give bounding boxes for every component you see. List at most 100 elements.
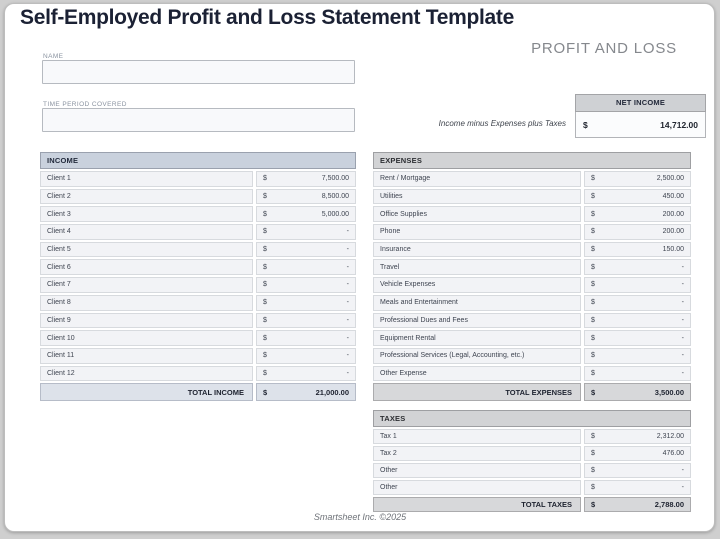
table-row: Client 6 $ - [40, 259, 356, 276]
brand-wordmark: PROFIT AND LOSS [531, 40, 677, 57]
row-label: Equipment Rental [373, 330, 581, 346]
currency-symbol: $ [591, 334, 595, 342]
currency-symbol: $ [591, 193, 595, 201]
currency-symbol: $ [263, 228, 267, 236]
footer-copyright: Smartsheet Inc. ©2025 [313, 512, 407, 522]
row-label: Meals and Entertainment [373, 294, 581, 311]
taxes-table-header: TAXES [373, 410, 691, 427]
taxes-total-label: TOTAL TAXES [373, 497, 581, 512]
table-row: Phone $ 200.00 [373, 224, 691, 240]
row-amount: - [681, 352, 684, 360]
table-row: Client 7 $ - [40, 277, 356, 293]
time-period-field-label: TIME PERIOD COVERED [43, 101, 127, 108]
row-label: Rent / Mortgage [373, 171, 581, 187]
currency-symbol: $ [591, 484, 595, 491]
row-amount-cell: $ 8,500.00 [256, 188, 356, 205]
table-row: Client 4 $ - [40, 224, 356, 240]
row-amount-cell: $ - [584, 347, 691, 364]
row-amount: 2,500.00 [656, 175, 684, 183]
row-label: Client 7 [40, 277, 253, 293]
row-label: Insurance [373, 241, 581, 258]
table-row: Client 9 $ - [40, 312, 356, 329]
currency-symbol: $ [263, 210, 267, 218]
taxes-table: TAXES Tax 1 $ 2,312.00 Tax 2 $ 476.00 Ot… [373, 410, 691, 514]
income-table-header: INCOME [40, 152, 356, 169]
currency-symbol: $ [591, 467, 595, 474]
income-total-label: TOTAL INCOME [40, 383, 253, 402]
table-row: Client 12 $ - [40, 365, 356, 382]
row-amount-cell: $ 5,000.00 [256, 206, 356, 223]
table-row: Equipment Rental $ - [373, 330, 691, 346]
table-row: Client 8 $ - [40, 294, 356, 311]
currency-symbol: $ [591, 500, 596, 509]
row-amount: 150.00 [662, 246, 684, 254]
row-label: Client 12 [40, 365, 253, 382]
row-amount: - [346, 263, 349, 271]
row-label: Other Expense [373, 365, 581, 382]
table-row: Rent / Mortgage $ 2,500.00 [373, 171, 691, 187]
net-income-box: NET INCOME $ 14,712.00 [575, 94, 706, 138]
row-amount: - [346, 228, 349, 236]
row-amount-cell: $ 150.00 [584, 241, 691, 258]
currency-symbol: $ [591, 175, 595, 183]
row-label: Professional Services (Legal, Accounting… [373, 347, 581, 364]
row-amount-cell: $ 200.00 [584, 224, 691, 240]
currency-symbol: $ [591, 387, 596, 397]
row-amount-cell: $ - [256, 277, 356, 293]
row-amount: - [346, 316, 349, 324]
row-label: Vehicle Expenses [373, 277, 581, 293]
row-amount: - [681, 263, 684, 271]
taxes-total-row: TOTAL TAXES $ 2,788.00 [373, 497, 691, 512]
currency-symbol: $ [583, 119, 588, 130]
row-amount-cell: $ 450.00 [584, 188, 691, 205]
table-row: Client 10 $ - [40, 330, 356, 346]
row-amount-cell: $ 2,500.00 [584, 171, 691, 187]
expenses-total-amount-cell: $ 3,500.00 [584, 383, 691, 402]
row-label: Client 1 [40, 171, 253, 187]
name-input[interactable] [42, 60, 355, 84]
row-amount-cell: $ - [584, 463, 691, 478]
row-label: Other [373, 463, 581, 478]
currency-symbol: $ [591, 352, 595, 360]
row-amount: - [346, 369, 349, 377]
expenses-table: EXPENSES Rent / Mortgage $ 2,500.00 Util… [373, 152, 691, 403]
row-amount: - [346, 352, 349, 360]
row-label: Client 11 [40, 347, 253, 364]
currency-symbol: $ [591, 450, 595, 457]
row-amount-cell: $ 200.00 [584, 206, 691, 223]
row-amount-cell: $ - [584, 365, 691, 382]
expenses-total-label: TOTAL EXPENSES [373, 383, 581, 402]
table-row: Other $ - [373, 463, 691, 478]
table-row: Client 5 $ - [40, 241, 356, 258]
expenses-rows: Rent / Mortgage $ 2,500.00 Utilities $ 4… [373, 171, 691, 383]
time-period-input[interactable] [42, 108, 355, 132]
currency-symbol: $ [263, 369, 267, 377]
currency-symbol: $ [591, 299, 595, 307]
income-total-amount-cell: $ 21,000.00 [256, 383, 356, 402]
row-amount-cell: $ - [584, 277, 691, 293]
income-table: INCOME Client 1 $ 7,500.00 Client 2 $ 8,… [40, 152, 356, 403]
currency-symbol: $ [591, 316, 595, 324]
row-amount: 7,500.00 [321, 175, 349, 183]
currency-symbol: $ [263, 175, 267, 183]
currency-symbol: $ [591, 369, 595, 377]
row-amount: 5,000.00 [321, 210, 349, 218]
income-total-amount: 21,000.00 [315, 387, 349, 397]
row-amount: - [346, 246, 349, 254]
currency-symbol: $ [263, 281, 267, 289]
currency-symbol: $ [263, 193, 267, 201]
row-label: Office Supplies [373, 206, 581, 223]
row-label: Client 6 [40, 259, 253, 276]
row-amount: - [681, 281, 684, 289]
table-row: Vehicle Expenses $ - [373, 277, 691, 293]
row-amount: - [346, 334, 349, 342]
currency-symbol: $ [591, 228, 595, 236]
row-label: Phone [373, 224, 581, 240]
currency-symbol: $ [591, 210, 595, 218]
net-income-header: NET INCOME [575, 94, 706, 112]
row-amount-cell: $ - [256, 312, 356, 329]
row-amount-cell: $ 7,500.00 [256, 171, 356, 187]
currency-symbol: $ [263, 387, 268, 397]
income-rows: Client 1 $ 7,500.00 Client 2 $ 8,500.00 … [40, 171, 356, 383]
row-label: Tax 1 [373, 429, 581, 444]
